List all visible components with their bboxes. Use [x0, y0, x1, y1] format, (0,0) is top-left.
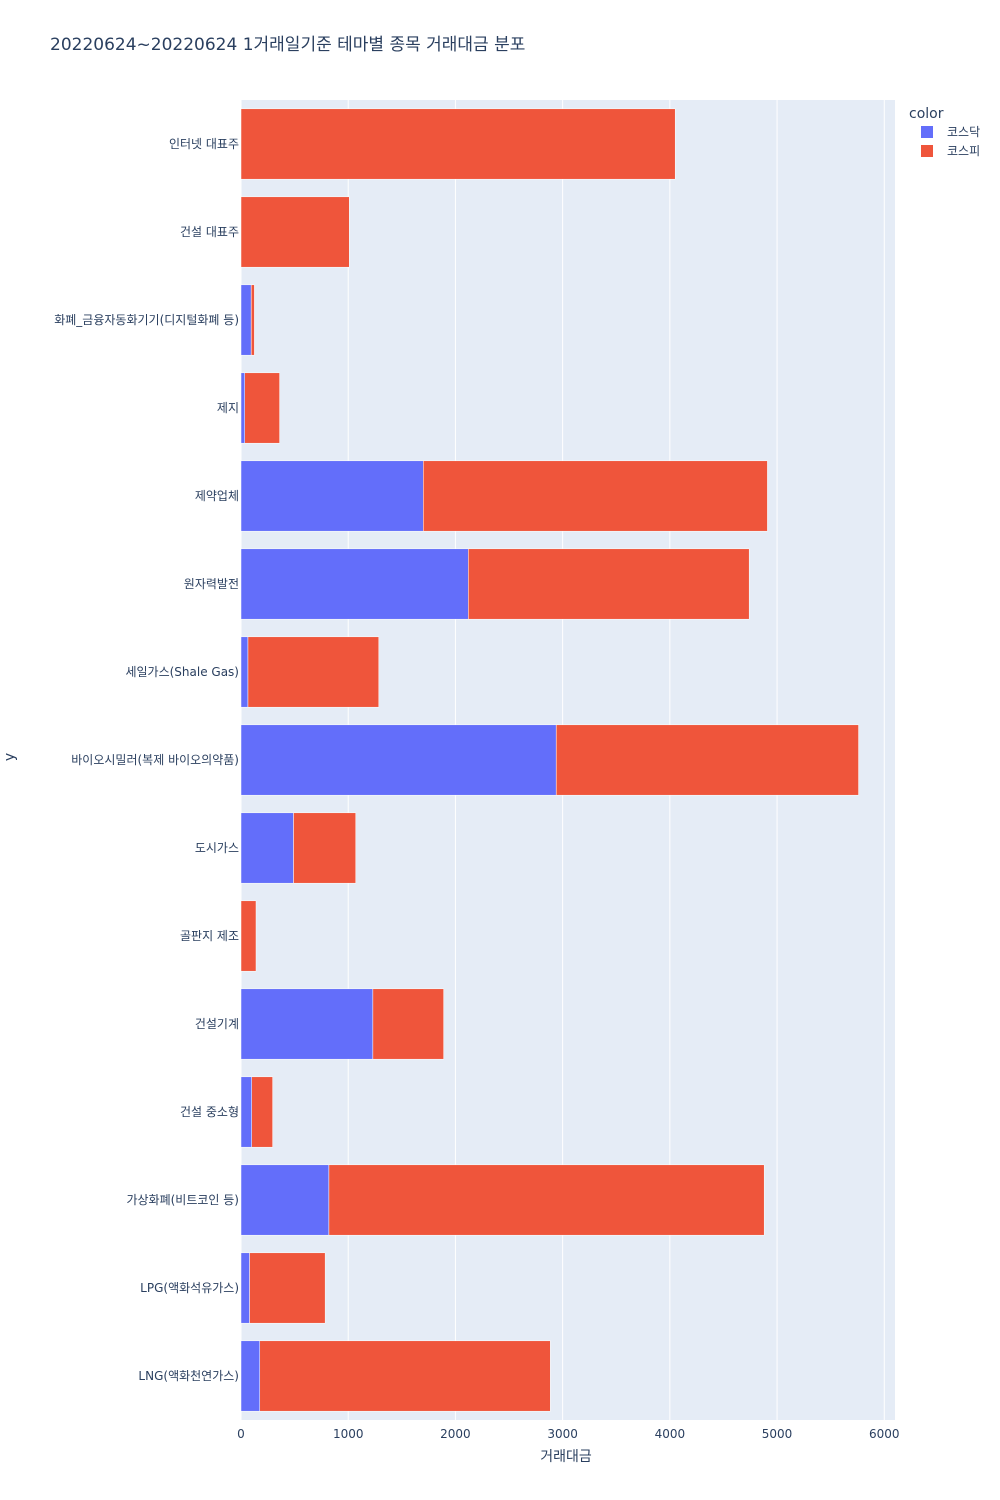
bar-kosdaq[interactable] [240, 460, 424, 532]
x-tick-labels: 0 1000 2000 3000 4000 5000 6000 [237, 1427, 899, 1441]
x-tick-label: 0 [237, 1427, 245, 1441]
legend-title: color [909, 106, 944, 122]
bar-kosdaq[interactable] [240, 636, 249, 708]
bar-kosdaq[interactable] [240, 1164, 330, 1236]
bar-kosdaq[interactable] [240, 548, 469, 620]
x-tick-label: 3000 [547, 1427, 578, 1441]
y-tick-label: 바이오시밀러(복제 바이오의약품) [71, 752, 239, 767]
x-tick-label: 4000 [655, 1427, 686, 1441]
legend-label[interactable]: 코스피 [947, 144, 980, 158]
bar-kospi[interactable] [259, 1340, 551, 1412]
bar-kospi[interactable] [240, 900, 257, 972]
y-tick-label: LPG(액화석유가스) [140, 1281, 239, 1295]
y-tick-label: LNG(액화천연가스) [138, 1368, 239, 1383]
bar-kospi[interactable] [251, 1076, 273, 1148]
bar-kospi[interactable] [293, 812, 356, 884]
bar-kosdaq[interactable] [240, 372, 246, 444]
legend-swatch[interactable] [921, 145, 933, 157]
y-tick-label: 화폐_금융자동화기기(디지털화폐 등) [54, 313, 239, 327]
bars [240, 108, 859, 1412]
x-tick-label: 6000 [869, 1427, 900, 1441]
y-axis-label: y [2, 753, 18, 761]
y-tick-label: 가상화폐(비트코인 등) [126, 1193, 239, 1207]
y-tick-label: 도시가스 [195, 841, 239, 855]
bar-kospi[interactable] [423, 460, 768, 532]
bar-kosdaq[interactable] [240, 812, 294, 884]
chart-title: 20220624~20220624 1거래일기준 테마별 종목 거래대금 분포 [50, 35, 525, 55]
x-tick-label: 1000 [333, 1427, 364, 1441]
bar-kospi[interactable] [468, 548, 750, 620]
bar-kosdaq[interactable] [240, 724, 557, 796]
x-tick-label: 2000 [440, 1427, 471, 1441]
y-tick-label: 인터넷 대표주 [169, 137, 239, 151]
y-tick-label: 원자력발전 [184, 577, 239, 591]
bar-kospi[interactable] [328, 1164, 765, 1236]
y-tick-label: 골판지 제조 [180, 929, 239, 943]
x-tick-label: 5000 [762, 1427, 793, 1441]
bar-kospi[interactable] [240, 108, 676, 180]
bar-kosdaq[interactable] [240, 1252, 250, 1324]
legend-label[interactable]: 코스닥 [947, 125, 980, 139]
bar-kospi[interactable] [249, 1252, 326, 1324]
bar-kospi[interactable] [555, 724, 859, 796]
bar-kospi[interactable] [247, 636, 380, 708]
bar-kosdaq[interactable] [240, 284, 252, 356]
y-tick-label: 건설 중소형 [180, 1105, 239, 1119]
y-tick-label: 제약업체 [195, 488, 239, 503]
y-tick-label: 건설 대표주 [180, 225, 239, 239]
bar-kospi[interactable] [244, 372, 280, 444]
x-axis-label: 거래대금 [540, 1449, 592, 1465]
bar-kosdaq[interactable] [240, 1076, 252, 1148]
bar-kospi[interactable] [240, 196, 350, 268]
bar-kospi[interactable] [250, 284, 255, 356]
y-tick-label: 제지 [217, 401, 239, 415]
bar-kosdaq[interactable] [240, 1340, 261, 1412]
y-tick-label: 건설기계 [195, 1017, 239, 1031]
bar-kosdaq[interactable] [240, 988, 374, 1060]
y-tick-label: 세일가스(Shale Gas) [125, 665, 239, 679]
bar-kospi[interactable] [372, 988, 444, 1060]
legend-swatch[interactable] [921, 126, 933, 138]
